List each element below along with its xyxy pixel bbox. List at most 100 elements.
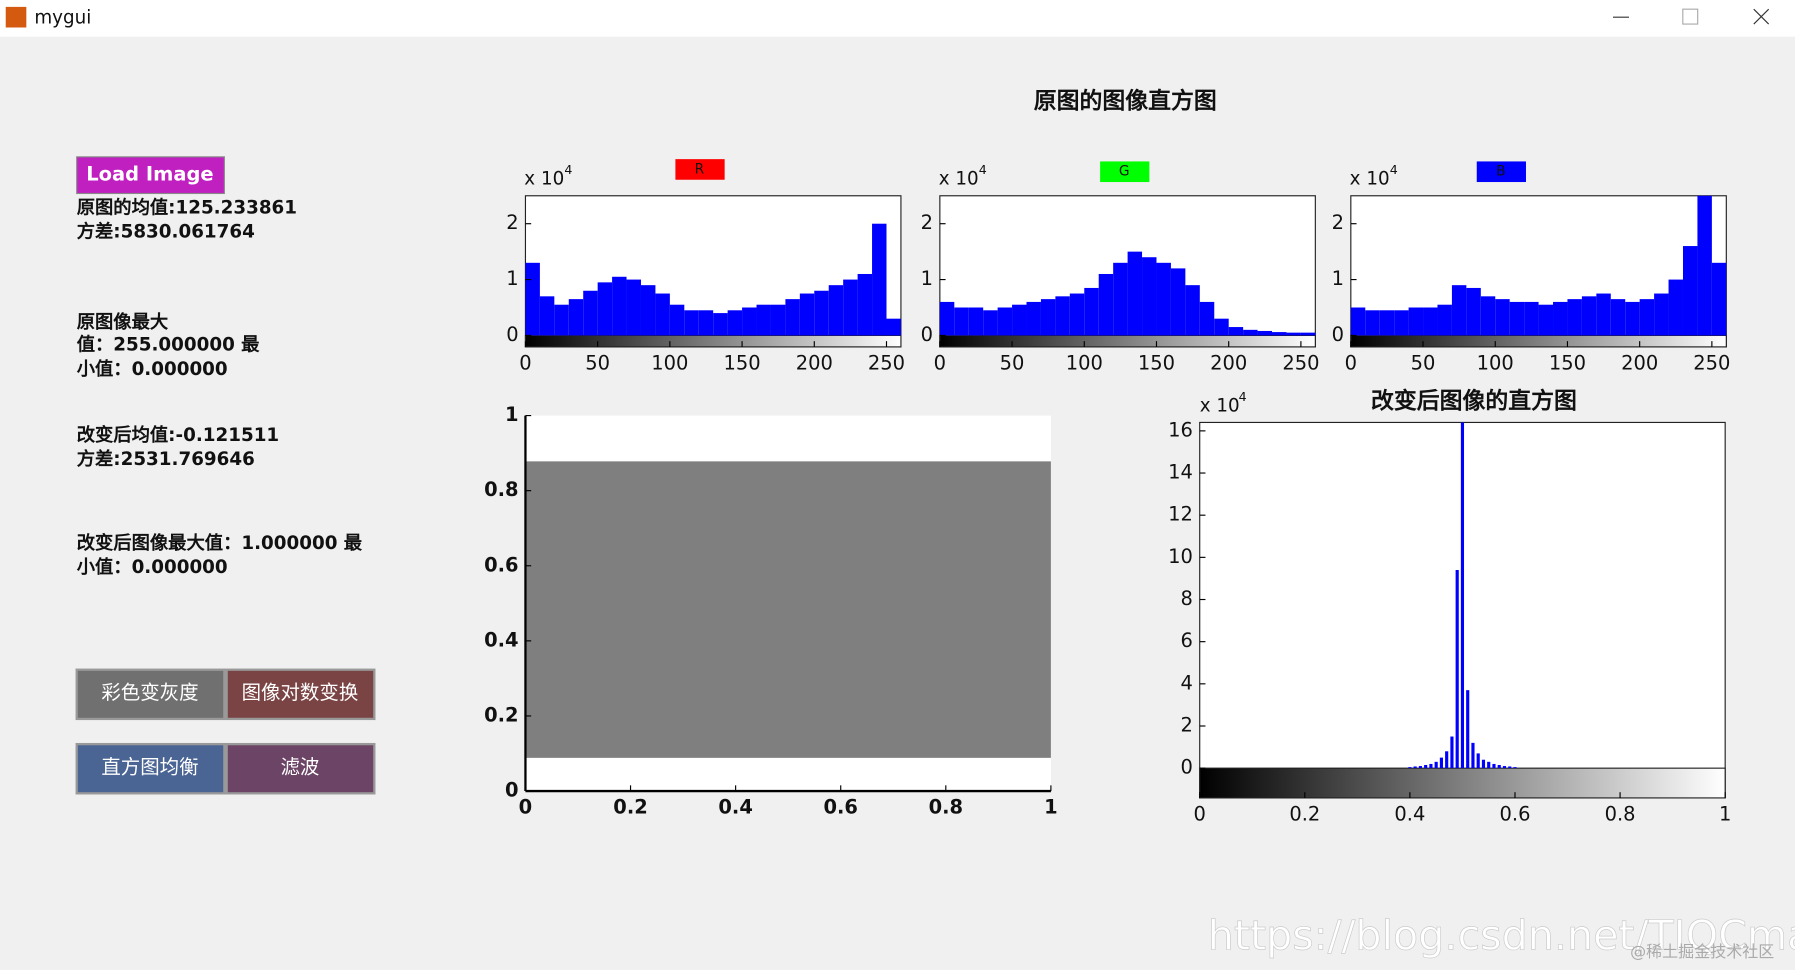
load-image-button[interactable] [76, 156, 225, 195]
histogram-bar [1142, 257, 1157, 336]
action-button[interactable] [225, 668, 376, 721]
histogram-bar [655, 293, 670, 336]
histogram-bar [1625, 301, 1640, 336]
action-button[interactable] [225, 742, 376, 795]
y-tick-label: 0.4 [484, 628, 518, 651]
histogram-bar [597, 282, 613, 336]
histogram-bar [698, 310, 714, 336]
y-tick-label: 2 [1180, 713, 1192, 736]
histogram-bar [1394, 310, 1409, 336]
stat-text: 方差:5830.061764 [77, 220, 255, 242]
histogram-bar [886, 318, 901, 336]
histogram-bar [1429, 763, 1433, 769]
watermark: https://blog.csdn.net/TIQCmatlab [1208, 912, 1795, 960]
histogram-bar [1450, 736, 1454, 769]
x-tick-label: 100 [1066, 352, 1103, 375]
close-button[interactable] [1753, 8, 1770, 25]
exponent: 4 [564, 162, 572, 177]
panel-title: 原图的图像直方图 [1034, 87, 1217, 114]
channel-label: G [1119, 164, 1130, 180]
x-tick-label: 250 [1282, 352, 1319, 375]
channel-label-box [1476, 161, 1526, 183]
histogram-bar [1455, 570, 1459, 769]
histogram-bar [1610, 299, 1626, 336]
exponent: 4 [979, 162, 987, 177]
button-label: 滤波 [280, 756, 319, 779]
x-tick-label: 0.4 [718, 796, 752, 819]
histogram-bar [1481, 759, 1486, 769]
y-tick-label: 0 [1180, 756, 1192, 779]
histogram-bar [1098, 273, 1114, 336]
histogram-bar [1480, 296, 1496, 336]
histogram-bar [1581, 296, 1597, 336]
x-tick-label: 0.6 [1500, 803, 1531, 826]
histogram-bar [843, 279, 858, 336]
y-tick-label: 4 [1180, 671, 1192, 694]
action-button[interactable] [75, 668, 226, 721]
histogram-bar [1460, 422, 1465, 769]
histogram-bar [1199, 301, 1215, 336]
x-tick-label: 100 [651, 352, 688, 375]
histogram-bar [1508, 766, 1512, 769]
y-tick-label: 0 [505, 779, 519, 802]
y-tick-label: 2 [1332, 211, 1344, 234]
histogram-bar [742, 307, 757, 336]
x-tick-label: 200 [1210, 352, 1247, 375]
histogram-bar [1379, 310, 1395, 336]
histogram-bar [954, 307, 969, 336]
watermark: @稀土掘金技术社区 [1630, 942, 1774, 961]
histogram-bar [525, 262, 540, 336]
histogram-bar [799, 293, 815, 336]
y-tick-label: 10 [1168, 545, 1193, 568]
histogram-bar [1040, 299, 1056, 336]
y-tick-label: 14 [1168, 461, 1193, 484]
x-tick-label: 0.4 [1394, 803, 1425, 826]
y-tick-label: 1 [1332, 267, 1344, 290]
histogram-bar [1069, 293, 1085, 336]
x-tick-label: 150 [724, 352, 761, 375]
x-tick-label: 0 [1345, 352, 1357, 375]
histogram-bar [1553, 301, 1568, 336]
x-tick-label: 200 [1621, 352, 1658, 375]
histogram-bar [1055, 296, 1070, 336]
x-tick-label: 150 [1549, 352, 1586, 375]
histogram-bar [1286, 332, 1301, 336]
channel-label-box [675, 159, 725, 180]
stat-text: 方差:2531.769646 [77, 448, 255, 470]
button-label: 直方图均衡 [101, 756, 198, 779]
x-tick-label: 0 [519, 352, 531, 375]
histogram-bar [1502, 766, 1507, 769]
channel-label: B [1496, 164, 1505, 180]
x-tick-label: 50 [1411, 352, 1436, 375]
histogram-bar [640, 285, 656, 336]
histogram-bar [1567, 299, 1582, 336]
stat-text: 值：255.000000 最 [77, 334, 260, 356]
y-tick-label: 0 [1332, 323, 1344, 346]
histogram-bar [1365, 310, 1380, 336]
histogram-bar [1466, 690, 1470, 769]
histogram-bar [1408, 767, 1412, 769]
histogram-bar [1300, 332, 1316, 336]
histogram-bar [1492, 763, 1496, 769]
colorbar [939, 334, 1316, 348]
y-tick-label: 1 [506, 267, 518, 290]
x-tick-label: 150 [1138, 352, 1175, 375]
histogram-bar [1257, 330, 1273, 336]
action-button[interactable] [75, 742, 226, 795]
exponent-base: x 10 [939, 169, 979, 190]
x-tick-label: 0.2 [1289, 803, 1320, 826]
histogram-bar [857, 273, 873, 336]
histogram-bar [770, 304, 786, 336]
exponent-base: x 10 [1350, 169, 1390, 190]
app-icon [5, 6, 27, 28]
histogram-bar [539, 296, 555, 336]
maximize-button[interactable] [1682, 8, 1699, 25]
x-tick-label: 50 [585, 352, 610, 375]
y-tick-label: 0 [921, 323, 933, 346]
stat-text: 小值：0.000000 [77, 358, 228, 380]
button-label: Load Image [86, 163, 213, 186]
button-label: 图像对数变换 [242, 681, 359, 704]
x-tick-label: 0 [1194, 803, 1206, 826]
histogram-bar [1466, 287, 1481, 336]
